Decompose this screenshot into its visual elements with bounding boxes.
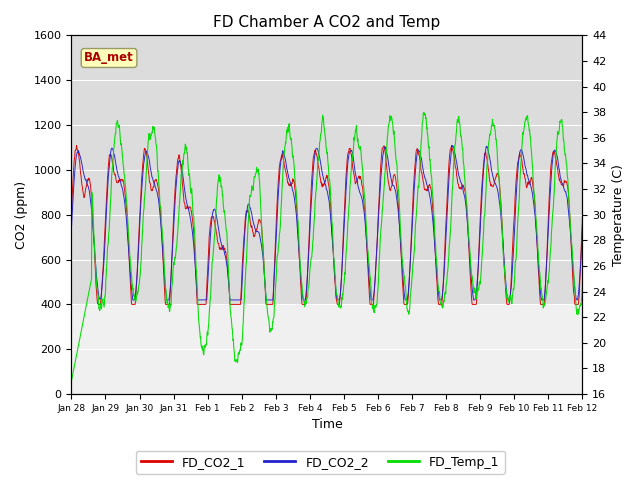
Text: BA_met: BA_met [84, 51, 134, 64]
Y-axis label: Temperature (C): Temperature (C) [612, 164, 625, 265]
Legend: FD_CO2_1, FD_CO2_2, FD_Temp_1: FD_CO2_1, FD_CO2_2, FD_Temp_1 [136, 451, 504, 474]
Title: FD Chamber A CO2 and Temp: FD Chamber A CO2 and Temp [213, 15, 440, 30]
Y-axis label: CO2 (ppm): CO2 (ppm) [15, 180, 28, 249]
Bar [72, 304, 582, 394]
Bar [72, 36, 582, 304]
X-axis label: Time: Time [312, 419, 342, 432]
